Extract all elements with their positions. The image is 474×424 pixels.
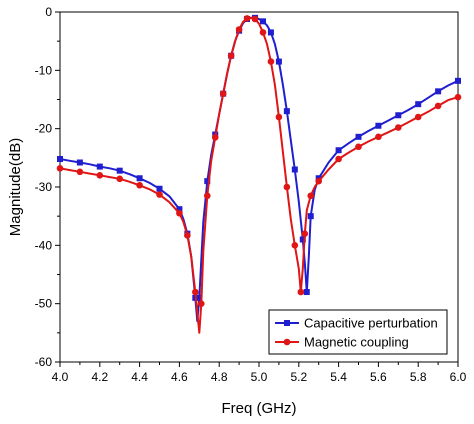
data-point xyxy=(303,289,310,295)
x-axis-title: Freq (GHz) xyxy=(222,400,297,417)
data-point xyxy=(196,294,203,301)
x-tick-label: 5.0 xyxy=(251,370,268,384)
data-point xyxy=(355,133,362,140)
data-point xyxy=(435,88,442,95)
data-point xyxy=(259,29,267,36)
data-point xyxy=(259,18,266,25)
data-point xyxy=(414,113,422,121)
data-point xyxy=(243,15,251,22)
data-point xyxy=(251,15,259,23)
data-point xyxy=(267,29,274,36)
axis-ticks: 4.0 4.2 4.4 4.6 4.8 5.0 5.2 5.4 5.6 5.8 6.0 0 -10 -20… xyxy=(35,5,467,384)
legend-marker xyxy=(283,338,291,346)
y-tick-label: -60 xyxy=(35,355,53,369)
data-point xyxy=(57,156,63,162)
y-tick-label: 0 xyxy=(45,5,52,19)
data-point xyxy=(335,147,342,154)
data-point xyxy=(56,165,64,172)
x-tick-label: 6.0 xyxy=(450,370,467,384)
data-point xyxy=(227,52,235,60)
data-point xyxy=(116,167,123,174)
data-point xyxy=(291,242,299,249)
data-point xyxy=(96,163,103,170)
data-point xyxy=(301,230,309,237)
legend: Capacitive perturbation Magnetic coupling xyxy=(268,309,448,355)
data-point xyxy=(283,108,290,115)
y-tick-label: -50 xyxy=(35,297,53,311)
data-point xyxy=(375,133,382,141)
data-point xyxy=(395,124,402,131)
data-point xyxy=(375,122,382,129)
data-point xyxy=(307,213,314,220)
x-tick-label: 4.4 xyxy=(131,370,148,384)
data-point xyxy=(136,175,143,182)
data-point xyxy=(415,101,422,108)
y-tick-label: -10 xyxy=(35,63,53,77)
legend-marker xyxy=(284,320,290,326)
data-point xyxy=(203,192,211,200)
y-axis-title: Magnitude(dB) xyxy=(7,138,24,236)
x-tick-label: 5.2 xyxy=(290,370,307,384)
data-point xyxy=(76,168,84,176)
data-point xyxy=(291,166,298,173)
data-point xyxy=(455,77,461,84)
data-point xyxy=(204,178,211,185)
data-point xyxy=(156,191,163,198)
series-layer xyxy=(56,14,462,334)
x-tick-label: 5.4 xyxy=(330,370,347,384)
data-point xyxy=(136,181,143,189)
data-point xyxy=(335,155,342,163)
data-point xyxy=(434,102,442,110)
legend-label: Capacitive perturbation xyxy=(304,316,438,331)
data-point xyxy=(192,288,199,296)
x-tick-label: 5.8 xyxy=(410,370,427,384)
y-tick-label: -40 xyxy=(35,238,53,252)
data-point xyxy=(197,300,205,307)
data-point xyxy=(184,232,191,239)
data-point xyxy=(395,112,402,119)
y-tick-label: -20 xyxy=(35,122,53,136)
data-point xyxy=(307,192,315,200)
data-point xyxy=(315,177,323,185)
data-point xyxy=(76,159,83,166)
data-point xyxy=(299,236,306,243)
data-point xyxy=(219,90,227,97)
data-point xyxy=(275,58,282,65)
x-tick-label: 4.6 xyxy=(171,370,188,384)
y-tick-label: -30 xyxy=(35,180,53,194)
data-point xyxy=(116,175,123,183)
data-point xyxy=(275,113,283,121)
data-point xyxy=(283,183,291,191)
x-tick-label: 4.8 xyxy=(211,370,228,384)
x-tick-label: 5.6 xyxy=(370,370,387,384)
data-point xyxy=(176,206,183,213)
legend-box xyxy=(268,309,448,355)
x-tick-label: 4.0 xyxy=(52,370,69,384)
data-point xyxy=(355,143,362,151)
data-point xyxy=(96,172,104,179)
data-point xyxy=(211,134,219,141)
series-1 xyxy=(56,15,462,334)
data-point xyxy=(156,185,163,192)
data-point xyxy=(297,288,305,296)
data-point xyxy=(176,209,183,217)
x-tick-label: 4.2 xyxy=(91,370,108,384)
data-point xyxy=(235,26,243,33)
legend-label: Magnetic coupling xyxy=(304,335,409,350)
data-point xyxy=(454,93,462,101)
data-point xyxy=(267,58,275,65)
